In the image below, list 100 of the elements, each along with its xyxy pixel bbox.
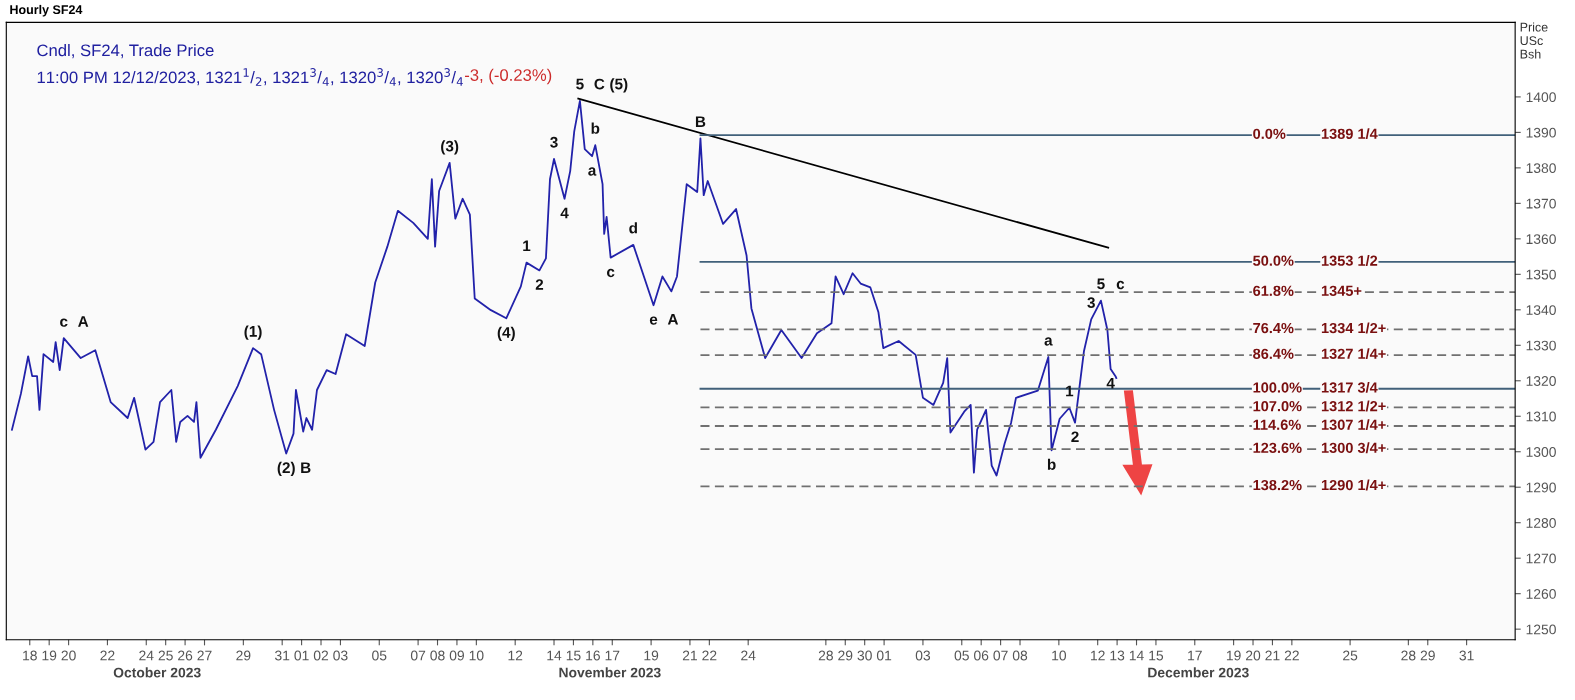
x-tick-label: 22 — [702, 650, 717, 661]
annotation: 1353 1/2 — [1321, 255, 1378, 266]
x-tick-label: 31 — [1459, 650, 1474, 661]
annotation: c — [1116, 280, 1125, 290]
x-tick-label: 12 — [508, 650, 523, 661]
y-tick-label: 1270 — [1526, 553, 1556, 564]
series-label: 50.0% — [1253, 255, 1294, 266]
x-tick-label: 05 — [372, 650, 387, 661]
x-tick-label: 10 — [469, 650, 484, 661]
y-tick-label: 1340 — [1526, 305, 1556, 315]
series-label: 61.8% — [1253, 285, 1294, 296]
annotation: 4 — [560, 207, 569, 219]
series-label: 76.4% — [1253, 322, 1294, 334]
chart-title: Hourly SF24 — [10, 4, 83, 17]
text: 11:00 PM 12/12/2023, 1321$^{1}$/$_{2}$, 1321$^{3}$/$_{4}$, 1320$^{3}$/$_{4}$, 1320$^{3}$/$_{4}$ — [37, 68, 463, 86]
x-tick-label: 21 — [1265, 650, 1280, 661]
annotation: b — [591, 122, 600, 134]
series-label: 100.0% — [1253, 382, 1302, 393]
x-tick-label: 08 — [1012, 650, 1028, 661]
annotation: e — [649, 316, 658, 325]
x-tick-label: 01 — [876, 650, 892, 661]
x-tick-label: 17 — [1188, 650, 1202, 661]
x-tick-label: 08 — [430, 650, 445, 661]
x-tick-label: 06 — [974, 650, 989, 661]
x-tick-label: 27 — [197, 650, 212, 661]
annotation: B — [301, 462, 311, 473]
x-tick-label: 03 — [915, 650, 931, 661]
y-tick-label: 1400 — [1526, 92, 1556, 103]
series-label: 0.0% — [1253, 128, 1286, 139]
x-tick-label: 19 — [644, 650, 659, 661]
annotation: 3 — [1087, 297, 1095, 309]
x-tick-label: 13 — [1110, 650, 1125, 661]
x-tick-label: 15 — [566, 650, 581, 661]
annotation: (2) — [277, 461, 295, 477]
x-tick-label: 07 — [993, 650, 1008, 661]
y-tick-label: 1310 — [1526, 411, 1556, 422]
x-tick-label: 12 — [1091, 650, 1105, 661]
x-tick-label: 29 — [838, 650, 853, 661]
y-tick-label: 1250 — [1526, 624, 1556, 635]
x-tick-label: 28 — [818, 650, 833, 661]
y-tick-label: 1360 — [1526, 234, 1556, 245]
x-tick-label: 22 — [100, 650, 115, 661]
y-tick-label: 1350 — [1526, 269, 1556, 280]
annotation: a — [588, 167, 597, 176]
x-tick-label: 28 — [1401, 650, 1416, 661]
annotation: 1389 1/4 — [1321, 128, 1378, 140]
y-tick-label: 1260 — [1526, 589, 1556, 599]
annotation: 2 — [1071, 431, 1079, 443]
text: November 2023 — [559, 667, 661, 678]
y-tick-label: 1280 — [1526, 518, 1556, 528]
annotation: 1300 3/4+ — [1321, 442, 1386, 454]
annotation: -3, (-0.23%) — [464, 68, 552, 85]
x-tick-label: 25 — [1343, 650, 1358, 661]
x-tick-label: 24 — [741, 650, 756, 661]
annotation: 3 — [550, 136, 558, 148]
annotation: 5 — [576, 78, 584, 90]
x-tick-label: 03 — [333, 650, 348, 661]
x-tick-label: 20 — [1246, 650, 1261, 661]
annotation: 4 — [1106, 377, 1115, 389]
annotation: (3) — [441, 140, 459, 155]
x-tick-label: 25 — [158, 650, 173, 661]
annotation: A — [78, 316, 89, 327]
y-tick-label: 1300 — [1526, 447, 1556, 457]
x-tick-label: 05 — [954, 650, 969, 661]
annotation: 1290 1/4+ — [1321, 479, 1386, 491]
x-tick-label: 01 — [294, 650, 309, 661]
x-tick-label: 17 — [605, 650, 620, 661]
text: October 2023 — [113, 667, 201, 678]
x-tick-label: 29 — [1420, 650, 1435, 661]
annotation: c — [607, 268, 615, 278]
line-series — [11, 99, 1118, 477]
annotation: 1345+ — [1321, 285, 1362, 296]
annotation: C — [594, 78, 605, 90]
x-tick-label: 15 — [1149, 650, 1164, 661]
x-tick-label: 24 — [139, 650, 154, 661]
annotation: (4) — [497, 326, 515, 341]
text: Cndl, SF24, Trade Price — [37, 44, 214, 59]
series-label: 86.4% — [1253, 348, 1294, 359]
series-label: 107.0% — [1253, 400, 1302, 412]
x-tick-label: 07 — [410, 650, 426, 661]
annotation: b — [1047, 458, 1056, 470]
y-tick-label: 1370 — [1526, 198, 1556, 209]
annotation: B — [695, 116, 706, 127]
annotation: 1317 3/4 — [1321, 381, 1378, 393]
x-tick-label: 10 — [1052, 650, 1067, 661]
annotation: 1307 1/4+ — [1321, 419, 1386, 431]
annotation: d — [629, 222, 637, 234]
x-tick-label: 21 — [682, 650, 697, 661]
y-axis-title: Price USc Bsh — [1520, 22, 1548, 59]
x-tick-label: 31 — [274, 650, 290, 661]
x-tick-label: 02 — [313, 650, 329, 661]
y-tick-label: 1390 — [1526, 127, 1556, 138]
x-tick-label: 16 — [586, 650, 600, 661]
series-label: 138.2% — [1253, 479, 1302, 491]
x-tick-label: 22 — [1284, 650, 1299, 661]
annotation: (5) — [610, 78, 628, 93]
annotation: a — [1044, 337, 1053, 346]
text: December 2023 — [1148, 667, 1249, 678]
annotation: c — [60, 318, 68, 327]
x-tick-label: 18 — [23, 650, 37, 661]
